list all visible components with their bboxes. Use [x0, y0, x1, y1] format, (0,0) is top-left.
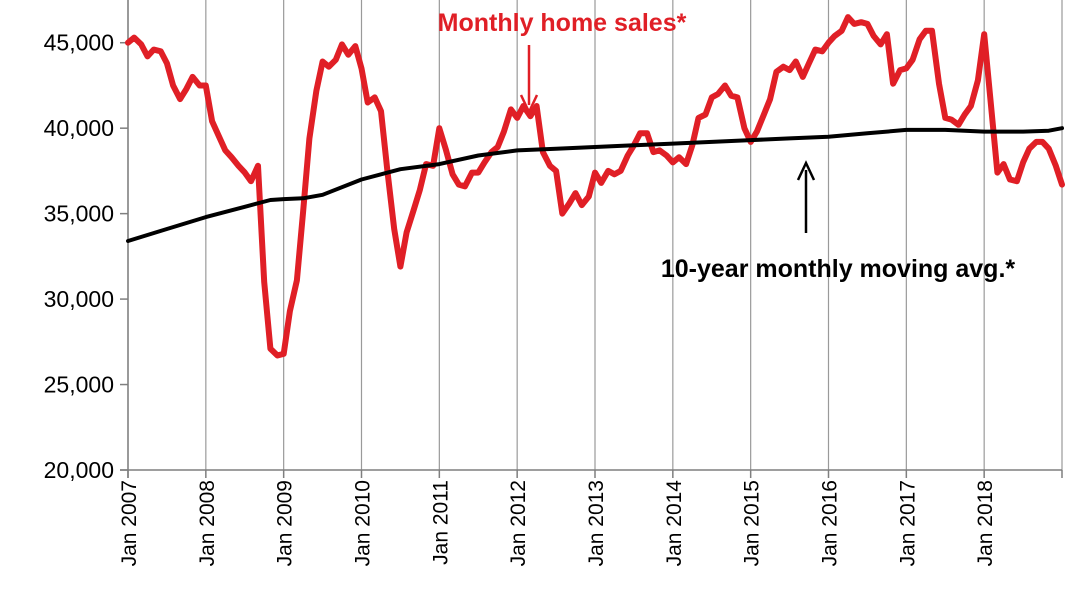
y-tick-label: 20,000 [44, 457, 114, 483]
y-tick-labels: 20,000 25,000 30,000 35,000 40,000 45,000 [44, 30, 114, 483]
x-tick-label: Jan 2010 [352, 480, 375, 566]
y-tick-label: 35,000 [44, 201, 114, 227]
series-group [125, 14, 1065, 359]
vertical-gridlines [127, 0, 1063, 470]
y-tick-label: 25,000 [44, 372, 114, 398]
x-tick-label: Jan 2013 [585, 480, 608, 566]
x-tick-label: Jan 2008 [196, 480, 219, 566]
x-tick-label: Jan 2016 [819, 480, 842, 566]
annotations: Monthly home sales* 10-year monthly movi… [438, 9, 1016, 283]
x-tick-label: Jan 2012 [507, 480, 530, 566]
x-tick-label: Jan 2009 [274, 480, 297, 566]
series-line-moving-average [126, 126, 1064, 243]
y-tick-label: 45,000 [44, 30, 114, 56]
x-tick-label: Jan 2018 [974, 480, 997, 566]
x-tick-label: Jan 2015 [741, 480, 764, 566]
series-line-monthly-home-sales [125, 14, 1065, 359]
x-tick-label: Jan 2011 [429, 480, 452, 565]
annotation-monthly-home-sales: Monthly home sales* [438, 9, 687, 37]
x-tick-label: Jan 2017 [896, 480, 919, 566]
x-tick-label: Jan 2014 [663, 480, 686, 567]
annotation-moving-average: 10-year monthly moving avg.* [661, 255, 1016, 283]
x-tick-labels: Jan 2007 Jan 2008 Jan 2009 Jan 2010 Jan 2011… [118, 480, 997, 567]
y-tick-label: 40,000 [44, 115, 114, 141]
y-tick-label: 30,000 [44, 286, 114, 312]
arrowhead-monthly-home-sales [519, 94, 539, 115]
arrowhead-moving-average [796, 160, 816, 181]
x-tick-label: Jan 2007 [118, 480, 141, 566]
